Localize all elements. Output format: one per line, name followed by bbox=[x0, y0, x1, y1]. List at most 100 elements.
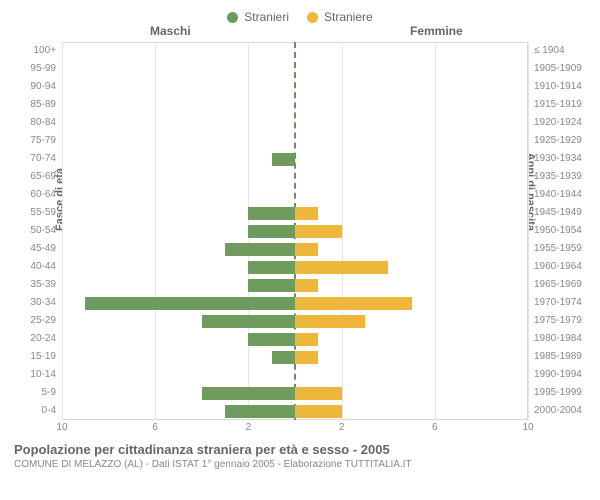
bar-male bbox=[225, 243, 295, 256]
bar-female bbox=[295, 297, 412, 310]
age-row: 60-641940-1944 bbox=[62, 186, 528, 204]
age-label: 65-69 bbox=[30, 168, 62, 186]
bar-female bbox=[295, 315, 365, 328]
birth-year-label: 1940-1944 bbox=[528, 186, 582, 204]
x-tick-label: 2 bbox=[246, 422, 252, 433]
age-label: 35-39 bbox=[30, 276, 62, 294]
age-row: 30-341970-1974 bbox=[62, 294, 528, 312]
bar-male bbox=[225, 405, 295, 418]
bar-female bbox=[295, 405, 342, 418]
age-label: 30-34 bbox=[30, 294, 62, 312]
birth-year-label: 1985-1989 bbox=[528, 348, 582, 366]
legend-label-female: Straniere bbox=[324, 10, 373, 24]
age-label: 80-84 bbox=[30, 114, 62, 132]
header-female: Femmine bbox=[410, 24, 463, 38]
birth-year-label: 1980-1984 bbox=[528, 330, 582, 348]
birth-year-label: 1995-1999 bbox=[528, 384, 582, 402]
x-axis-labels: 10622610 bbox=[62, 420, 528, 436]
birth-year-label: 1950-1954 bbox=[528, 222, 582, 240]
bar-female bbox=[295, 243, 318, 256]
header-male: Maschi bbox=[150, 24, 191, 38]
column-headers: Maschi Femmine bbox=[10, 24, 590, 42]
birth-year-label: 1970-1974 bbox=[528, 294, 582, 312]
birth-year-label: 1925-1929 bbox=[528, 132, 582, 150]
birth-year-label: 1915-1919 bbox=[528, 96, 582, 114]
birth-year-label: ≤ 1904 bbox=[528, 42, 565, 60]
age-label: 25-29 bbox=[30, 312, 62, 330]
x-tick-label: 2 bbox=[339, 422, 345, 433]
age-label: 70-74 bbox=[30, 150, 62, 168]
legend-item-female: Straniere bbox=[307, 10, 373, 24]
birth-year-label: 2000-2004 bbox=[528, 402, 582, 420]
age-label: 75-79 bbox=[30, 132, 62, 150]
birth-year-label: 1945-1949 bbox=[528, 204, 582, 222]
age-label: 45-49 bbox=[30, 240, 62, 258]
population-pyramid-chart: Stranieri Straniere Maschi Femmine Fasce… bbox=[0, 0, 600, 500]
bar-male bbox=[272, 351, 295, 364]
age-row: 80-841920-1924 bbox=[62, 114, 528, 132]
age-row: 85-891915-1919 bbox=[62, 96, 528, 114]
x-tick-label: 10 bbox=[522, 422, 533, 433]
bar-female bbox=[295, 279, 318, 292]
bar-female bbox=[295, 333, 318, 346]
age-row: 100+≤ 1904 bbox=[62, 42, 528, 60]
age-row: 45-491955-1959 bbox=[62, 240, 528, 258]
age-label: 60-64 bbox=[30, 186, 62, 204]
bar-female bbox=[295, 261, 388, 274]
bar-male bbox=[202, 315, 295, 328]
birth-year-label: 1935-1939 bbox=[528, 168, 582, 186]
birth-year-label: 1910-1914 bbox=[528, 78, 582, 96]
age-row: 90-941910-1914 bbox=[62, 78, 528, 96]
birth-year-label: 1920-1924 bbox=[528, 114, 582, 132]
chart-captions: Popolazione per cittadinanza straniera p… bbox=[10, 442, 590, 470]
chart-subtitle: COMUNE DI MELAZZO (AL) - Dati ISTAT 1° g… bbox=[14, 459, 586, 470]
legend-swatch-male bbox=[227, 12, 238, 23]
birth-year-label: 1955-1959 bbox=[528, 240, 582, 258]
age-row: 75-791925-1929 bbox=[62, 132, 528, 150]
birth-year-label: 1965-1969 bbox=[528, 276, 582, 294]
age-label: 10-14 bbox=[30, 366, 62, 384]
bar-male bbox=[85, 297, 295, 310]
birth-year-label: 1960-1964 bbox=[528, 258, 582, 276]
bar-male bbox=[248, 333, 295, 346]
plot-area: Fasce di età Anni di nascita 100+≤ 19049… bbox=[62, 42, 528, 420]
bar-male bbox=[248, 207, 295, 220]
age-label: 40-44 bbox=[30, 258, 62, 276]
age-row: 15-191985-1989 bbox=[62, 348, 528, 366]
age-label: 0-4 bbox=[42, 402, 62, 420]
age-row: 95-991905-1909 bbox=[62, 60, 528, 78]
bar-male bbox=[248, 279, 295, 292]
bar-male bbox=[202, 387, 295, 400]
age-row: 70-741930-1934 bbox=[62, 150, 528, 168]
age-row: 0-42000-2004 bbox=[62, 402, 528, 420]
age-label: 50-54 bbox=[30, 222, 62, 240]
birth-year-label: 1930-1934 bbox=[528, 150, 582, 168]
age-row: 5-91995-1999 bbox=[62, 384, 528, 402]
age-row: 40-441960-1964 bbox=[62, 258, 528, 276]
age-label: 100+ bbox=[33, 42, 62, 60]
age-row: 65-691935-1939 bbox=[62, 168, 528, 186]
bar-male bbox=[248, 225, 295, 238]
bar-female bbox=[295, 225, 342, 238]
birth-year-label: 1905-1909 bbox=[528, 60, 582, 78]
legend-label-male: Stranieri bbox=[244, 10, 289, 24]
age-row: 20-241980-1984 bbox=[62, 330, 528, 348]
age-row: 10-141990-1994 bbox=[62, 366, 528, 384]
age-label: 15-19 bbox=[30, 348, 62, 366]
age-label: 85-89 bbox=[30, 96, 62, 114]
bar-female bbox=[295, 207, 318, 220]
legend: Stranieri Straniere bbox=[10, 10, 590, 24]
age-label: 55-59 bbox=[30, 204, 62, 222]
legend-item-male: Stranieri bbox=[227, 10, 289, 24]
age-row: 55-591945-1949 bbox=[62, 204, 528, 222]
age-label: 90-94 bbox=[30, 78, 62, 96]
x-tick-label: 6 bbox=[432, 422, 438, 433]
chart-title: Popolazione per cittadinanza straniera p… bbox=[14, 442, 586, 457]
birth-year-label: 1975-1979 bbox=[528, 312, 582, 330]
bar-male bbox=[248, 261, 295, 274]
bar-male bbox=[272, 153, 295, 166]
age-row: 25-291975-1979 bbox=[62, 312, 528, 330]
age-row: 50-541950-1954 bbox=[62, 222, 528, 240]
bar-female bbox=[295, 387, 342, 400]
birth-year-label: 1990-1994 bbox=[528, 366, 582, 384]
